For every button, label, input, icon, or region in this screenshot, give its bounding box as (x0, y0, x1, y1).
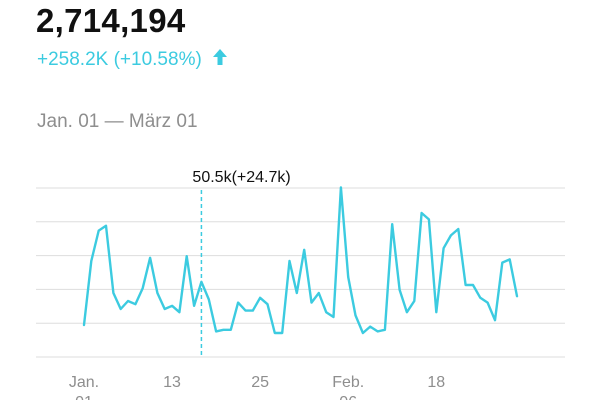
x-tick-label: 13 (163, 374, 181, 391)
total-value: 2,714,194 (36, 2, 186, 39)
arrow-up-icon (212, 48, 228, 72)
x-tick-label: 25 (251, 374, 269, 391)
highlight-label: 50.5k(+24.7k) (192, 169, 290, 186)
series-line (82, 186, 519, 335)
date-range: Jan. 01 — März 01 (37, 111, 198, 132)
change-value: +258.2K (+10.58%) (37, 49, 202, 70)
x-tick-label: Jan.01 (69, 374, 99, 400)
x-axis-ticks: Jan.01 13 25 Feb.06 18 (69, 374, 445, 400)
series-group (82, 186, 519, 335)
highlight-group: 50.5k(+24.7k) (192, 169, 291, 358)
change-row: +258.2K (+10.58%) (37, 48, 228, 72)
x-tick-label: 18 (427, 374, 445, 391)
x-tick-label: Feb.06 (332, 374, 364, 400)
